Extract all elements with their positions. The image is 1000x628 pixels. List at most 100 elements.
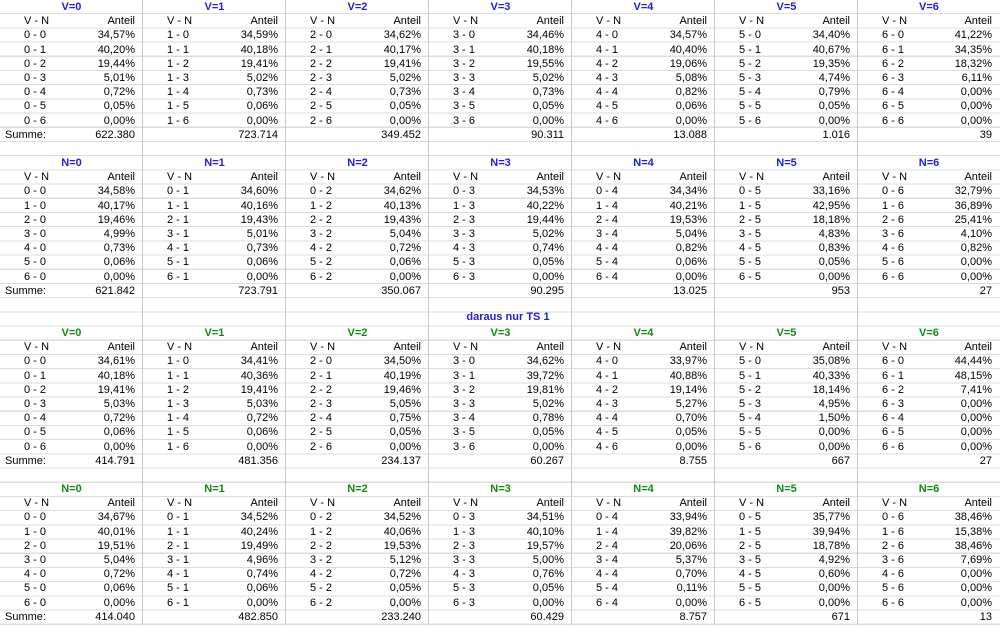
cell-vn[interactable]: 5 - 4	[739, 412, 762, 425]
cell-vn[interactable]: 5 - 3	[739, 72, 762, 84]
cell-anteil[interactable]: 0,00%	[960, 568, 992, 581]
cell-vn[interactable]: 4 - 2	[596, 57, 619, 70]
column-header-anteil[interactable]: Anteil	[679, 497, 707, 510]
cell-anteil[interactable]: 19,41%	[383, 57, 421, 70]
cell-anteil[interactable]: 41,22%	[954, 29, 992, 42]
cell-vn[interactable]: 3 - 6	[882, 228, 905, 240]
cell-vn[interactable]: 1 - 2	[310, 199, 333, 212]
cell-anteil[interactable]: 34,51%	[526, 511, 564, 524]
cell-vn[interactable]: 6 - 0	[24, 596, 47, 609]
cell-vn[interactable]: 0 - 1	[24, 369, 47, 382]
cell-anteil[interactable]: 0,05%	[532, 426, 564, 439]
cell-vn[interactable]: 4 - 4	[596, 86, 619, 99]
cell-anteil[interactable]: 40,19%	[383, 369, 421, 382]
cell-anteil[interactable]: 0,05%	[389, 426, 421, 439]
cell-vn[interactable]: 1 - 1	[167, 43, 190, 56]
cell-vn[interactable]: 5 - 2	[739, 383, 762, 396]
cell-anteil[interactable]: 39,94%	[812, 525, 850, 538]
block-title[interactable]: N=4	[633, 483, 654, 495]
sum-value[interactable]: 723.791	[238, 284, 278, 297]
cell-vn[interactable]: 0 - 0	[24, 185, 47, 198]
cell-anteil[interactable]: 0,72%	[103, 568, 135, 581]
column-header-anteil[interactable]: Anteil	[536, 171, 564, 184]
cell-vn[interactable]: 1 - 1	[167, 199, 190, 212]
cell-anteil[interactable]: 5,05%	[389, 398, 421, 410]
cell-anteil[interactable]: 0,00%	[960, 256, 992, 269]
cell-vn[interactable]: 5 - 2	[310, 582, 333, 595]
cell-anteil[interactable]: 0,00%	[246, 596, 278, 609]
cell-anteil[interactable]: 33,16%	[812, 185, 850, 198]
cell-anteil[interactable]: 40,10%	[526, 525, 564, 538]
cell-anteil[interactable]: 19,41%	[240, 57, 278, 70]
sum-value[interactable]: 621.842	[95, 284, 135, 297]
cell-anteil[interactable]: 19,14%	[669, 383, 707, 396]
cell-vn[interactable]: 6 - 1	[882, 369, 905, 382]
cell-vn[interactable]: 5 - 6	[739, 440, 762, 453]
cell-vn[interactable]: 1 - 4	[596, 199, 619, 212]
cell-anteil[interactable]: 19,43%	[240, 213, 278, 226]
sum-value[interactable]: 482.850	[238, 610, 278, 623]
sum-value[interactable]: 953	[831, 284, 850, 297]
cell-anteil[interactable]: 0,00%	[960, 398, 992, 410]
column-header-vn[interactable]: V - N	[167, 171, 193, 184]
cell-vn[interactable]: 5 - 4	[596, 256, 619, 269]
cell-anteil[interactable]: 4,96%	[246, 554, 278, 566]
cell-vn[interactable]: 1 - 0	[167, 29, 190, 42]
cell-anteil[interactable]: 34,62%	[383, 185, 421, 198]
cell-vn[interactable]: 3 - 0	[24, 554, 47, 566]
cell-vn[interactable]: 1 - 5	[167, 100, 190, 113]
cell-anteil[interactable]: 0,73%	[532, 86, 564, 99]
cell-vn[interactable]: 6 - 3	[453, 596, 476, 609]
cell-anteil[interactable]: 18,18%	[812, 213, 850, 226]
column-header-anteil[interactable]: Anteil	[964, 341, 992, 354]
cell-vn[interactable]: 0 - 0	[24, 29, 47, 42]
cell-anteil[interactable]: 0,00%	[532, 596, 564, 609]
cell-anteil[interactable]: 0,73%	[389, 86, 421, 99]
cell-anteil[interactable]: 40,24%	[240, 525, 278, 538]
cell-vn[interactable]: 1 - 5	[739, 199, 762, 212]
cell-anteil[interactable]: 0,82%	[675, 242, 707, 255]
cell-vn[interactable]: 4 - 0	[24, 568, 47, 581]
cell-vn[interactable]: 5 - 3	[739, 398, 762, 410]
cell-vn[interactable]: 3 - 5	[739, 228, 762, 240]
cell-anteil[interactable]: 0,00%	[818, 596, 850, 609]
cell-anteil[interactable]: 5,02%	[532, 398, 564, 410]
cell-vn[interactable]: 1 - 4	[167, 86, 190, 99]
block-title[interactable]: V=0	[61, 327, 82, 339]
block-title[interactable]: N=0	[61, 483, 82, 495]
sum-label[interactable]: Summe:	[5, 284, 46, 297]
cell-anteil[interactable]: 34,40%	[812, 29, 850, 42]
cell-anteil[interactable]: 5,27%	[675, 398, 707, 410]
sum-label[interactable]: Summe:	[5, 610, 46, 623]
sum-value[interactable]: 13.088	[673, 128, 707, 141]
cell-vn[interactable]: 3 - 1	[453, 369, 476, 382]
block-title[interactable]: N=6	[918, 157, 940, 169]
block-title[interactable]: V=0	[61, 1, 82, 13]
cell-anteil[interactable]: 0,00%	[675, 440, 707, 453]
column-header-vn[interactable]: V - N	[310, 15, 336, 28]
cell-anteil[interactable]: 34,60%	[240, 185, 278, 198]
cell-vn[interactable]: 3 - 4	[453, 412, 476, 425]
cell-anteil[interactable]: 6,11%	[961, 72, 992, 84]
sum-value[interactable]: 414.791	[95, 454, 135, 467]
cell-anteil[interactable]: 5,37%	[675, 554, 707, 566]
cell-vn[interactable]: 1 - 6	[167, 114, 190, 127]
cell-vn[interactable]: 4 - 1	[596, 369, 619, 382]
cell-anteil[interactable]: 40,13%	[383, 199, 421, 212]
cell-anteil[interactable]: 44,44%	[954, 355, 992, 368]
cell-anteil[interactable]: 34,50%	[383, 355, 421, 368]
cell-anteil[interactable]: 0,06%	[246, 256, 278, 269]
cell-anteil[interactable]: 0,00%	[960, 270, 992, 283]
cell-vn[interactable]: 0 - 5	[24, 100, 47, 113]
cell-anteil[interactable]: 34,57%	[97, 29, 135, 42]
cell-anteil[interactable]: 42,95%	[812, 199, 850, 212]
cell-vn[interactable]: 6 - 4	[882, 412, 905, 425]
cell-vn[interactable]: 0 - 2	[310, 185, 333, 198]
block-title[interactable]: N=1	[204, 483, 225, 495]
sum-value[interactable]: 414.040	[95, 610, 135, 623]
column-header-anteil[interactable]: Anteil	[250, 341, 278, 354]
column-header-vn[interactable]: V - N	[310, 497, 336, 510]
cell-anteil[interactable]: 0,05%	[389, 100, 421, 113]
cell-anteil[interactable]: 0,60%	[818, 568, 850, 581]
sum-value[interactable]: 13	[979, 610, 992, 623]
